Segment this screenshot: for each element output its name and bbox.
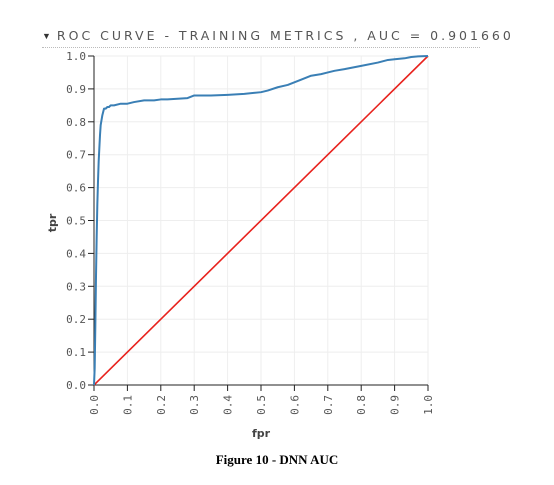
y-tick-label: 0.1 bbox=[66, 346, 86, 359]
x-tick-label: 0.2 bbox=[155, 395, 168, 415]
chart-title: ROC CURVE - TRAINING METRICS , AUC = 0.9… bbox=[56, 28, 514, 43]
tick-labels: 0.0 0.1 0.2 0.3 0.4 0.5 0.6 0.7 0.8 0.9 1.0 0.0 0.1 0… bbox=[66, 50, 435, 415]
x-tick-label: 0.0 bbox=[88, 395, 101, 415]
y-tick-label: 1.0 bbox=[66, 50, 86, 63]
x-axis-label: fpr bbox=[252, 427, 271, 440]
y-axis-label: tpr bbox=[46, 213, 59, 232]
x-tick-label: 0.8 bbox=[355, 395, 368, 415]
figure-caption: Figure 10 - DNN AUC bbox=[215, 452, 339, 467]
y-tick-label: 0.3 bbox=[66, 280, 86, 293]
x-tick-label: 1.0 bbox=[422, 395, 435, 415]
y-tick-label: 0.7 bbox=[66, 149, 86, 162]
y-tick-label: 0.4 bbox=[66, 247, 86, 260]
y-tick-label: 0.5 bbox=[66, 215, 86, 228]
axes bbox=[88, 55, 429, 391]
diagonal-reference-line bbox=[93, 55, 429, 386]
x-tick-label: 0.5 bbox=[255, 395, 268, 415]
x-tick-label: 0.6 bbox=[288, 395, 301, 415]
y-tick-label: 0.0 bbox=[66, 379, 86, 392]
x-tick-label: 0.1 bbox=[121, 395, 134, 415]
x-tick-label: 0.4 bbox=[222, 395, 235, 415]
caret-down-icon[interactable]: ▼ bbox=[42, 30, 51, 41]
x-tick-label: 0.7 bbox=[322, 395, 335, 415]
chart-header[interactable]: ▼ ROC CURVE - TRAINING METRICS , AUC = 0… bbox=[42, 28, 514, 43]
y-tick-label: 0.2 bbox=[66, 313, 86, 326]
y-tick-label: 0.9 bbox=[66, 83, 86, 96]
roc-curve-line bbox=[93, 55, 429, 386]
y-tick-label: 0.8 bbox=[66, 116, 86, 129]
y-tick-label: 0.6 bbox=[66, 182, 86, 195]
x-tick-label: 0.3 bbox=[188, 395, 201, 415]
x-tick-label: 0.9 bbox=[389, 395, 402, 415]
series bbox=[93, 55, 429, 386]
header-divider bbox=[42, 47, 480, 48]
